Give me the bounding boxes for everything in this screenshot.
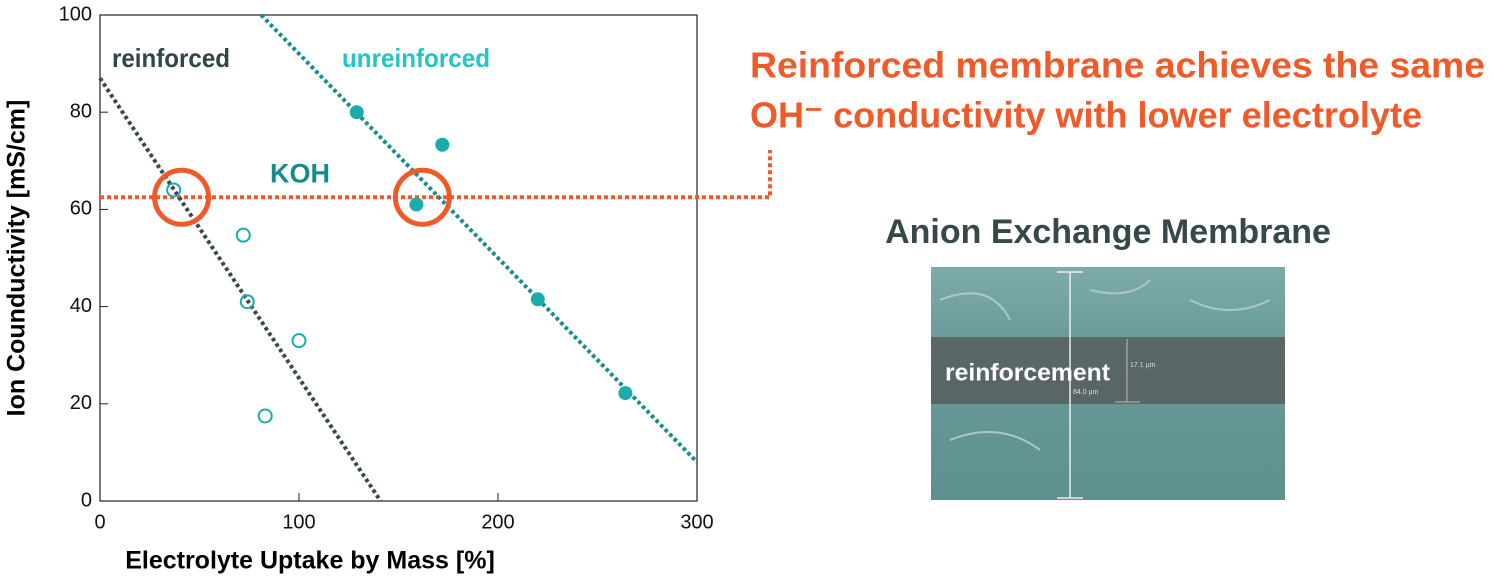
data-point [239, 294, 255, 310]
series-label: reinforced [112, 43, 230, 73]
series-label: unreinforced [342, 43, 490, 73]
highlight-ring [392, 167, 452, 227]
annotation: Reinforced membrane achieves the same [750, 45, 1485, 86]
data-point [530, 292, 545, 307]
y-tick-label: 0 [81, 489, 92, 511]
data-point [235, 227, 251, 243]
x-tick-label: 100 [282, 511, 315, 533]
data-point [618, 386, 633, 401]
data-point [409, 197, 424, 212]
y-tick-label: 20 [70, 392, 92, 414]
y-tick-label: 80 [70, 100, 92, 122]
data-point [435, 137, 450, 152]
koh-line [100, 150, 772, 200]
x-tick-label: 0 [94, 511, 105, 533]
x-tick-label: 200 [481, 511, 514, 533]
band-label: reinforcement [945, 359, 1110, 386]
y-axis-label: Ion Counductivity [mS/cm] [3, 100, 31, 417]
data-point [166, 182, 182, 198]
annotation: OH⁻ conductivity with lower electrolyte [750, 95, 1422, 136]
data-point [291, 333, 307, 349]
x-tick-label: 300 [680, 511, 713, 533]
data-point [349, 105, 364, 120]
highlight-ring [152, 167, 212, 227]
plot-frame [99, 14, 698, 502]
data-point [257, 408, 273, 424]
y-tick-label: 40 [70, 295, 92, 317]
membrane-image: reinforcement 17.1 µm 84.0 µm [931, 267, 1285, 500]
trend-line [98, 77, 383, 503]
y-tick-label: 100 [59, 3, 92, 25]
x-axis-label: Electrolyte Uptake by Mass [%] [125, 547, 495, 575]
scale-label: 84.0 µm [1073, 389, 1099, 396]
y-tick-label: 60 [70, 198, 92, 220]
koh-label: KOH [270, 158, 330, 188]
texture [939, 279, 1271, 451]
image-title: Anion Exchange Membrane [885, 213, 1331, 251]
reinforcement-band [931, 337, 1285, 404]
scale-label: 17.1 µm [1130, 362, 1156, 369]
